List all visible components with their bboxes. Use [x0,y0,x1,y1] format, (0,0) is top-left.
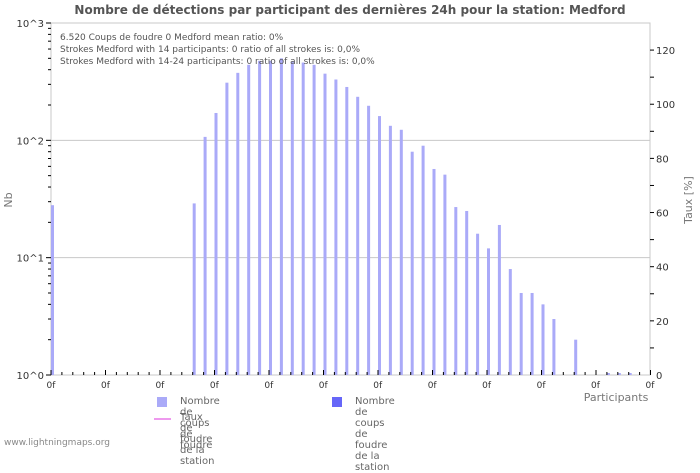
bar [334,79,338,376]
x-tick-label: 0f [264,381,274,391]
bar [356,96,360,375]
bar [367,105,371,376]
bar [312,64,316,375]
bar [51,205,54,375]
axes: 10^0 10^1 10^2 10^3 0 20 40 60 80 100 120 Nb Taux [%… [2,19,695,404]
bar [236,72,240,375]
x-tick-label: 0f [428,381,438,391]
bar [465,210,469,375]
bar [279,58,283,375]
y2-tick-label: 120 [656,46,675,57]
legend-label-rate: Taux de foudre de la station [180,412,215,467]
bars [51,58,632,376]
chart-canvas: 10^0 10^1 10^2 10^3 0 20 40 60 80 100 120 Nb Taux [%… [2,19,695,404]
bar [247,64,251,375]
x-tick-label: 0f [591,381,601,391]
info-line: 6.520 Coups de foudre 0 Medford mean rat… [60,33,284,43]
x-tick-label: 0f [155,381,165,391]
x-tick-label: 0f [373,381,383,391]
x-tick-label: 0f [319,381,329,391]
y-tick-label: 10^2 [17,136,44,147]
bar [497,224,501,375]
legend-swatch-rate [154,418,171,420]
x-axis-label: Participants [584,391,649,404]
y2-axis-label: Taux [%] [682,176,695,225]
bar [508,269,512,375]
legend-swatch-station [332,397,342,407]
y-tick-label: 10^1 [17,254,44,265]
bar [345,86,349,375]
bar [628,373,632,375]
footer-link[interactable]: www.lightningmaps.org [4,438,110,448]
x-tick-label: 0f [101,381,111,391]
grid-lines [50,22,651,376]
bar [432,168,436,375]
bar [454,207,458,375]
bar [258,60,262,375]
bar [476,233,480,375]
bar [388,125,392,375]
y2-tick-label: 100 [656,100,675,111]
legend-swatch-all [157,397,167,407]
bar [378,116,381,375]
y2-tick-label: 40 [656,263,669,274]
bar [541,304,545,375]
legend-label-station: Nombre de coups de foudre de la station [355,396,395,473]
bar [552,319,556,375]
bar [606,373,610,375]
y2-tick-label: 0 [656,371,662,382]
bar [269,60,272,375]
bar [214,112,218,376]
y2-tick-label: 60 [656,209,669,220]
x-tick-label: 0f [482,381,492,391]
bar [410,151,414,375]
y2-tick-label: 20 [656,317,669,328]
chart-title: Nombre de détections par participant des… [74,3,626,17]
x-tick-label: 0f [645,381,655,391]
bar [487,248,490,375]
bar [530,292,534,375]
info-line: Strokes Medford with 14-24 participants:… [60,57,375,67]
x-tick-label: 0f [47,381,57,391]
bar [225,82,229,375]
y2-tick-label: 80 [656,154,669,165]
bar [290,61,294,376]
x-tick-label: 0f [537,381,547,391]
bar [574,339,578,375]
bar [192,203,196,375]
info-text: 6.520 Coups de foudre 0 Medford mean rat… [60,33,375,67]
info-line: Strokes Medford with 14 participants: 0 … [60,45,360,55]
y-tick-label: 10^0 [17,371,44,382]
bar [301,62,305,375]
bar [443,174,447,375]
bar [617,373,621,375]
y-axis-label: Nb [2,192,15,207]
bar [323,73,327,375]
legend-label-all: Nombre de coups de foudre [180,396,220,451]
bar [399,129,403,375]
bar [421,145,425,375]
y-tick-label: 10^3 [17,19,44,30]
bar [203,136,207,375]
x-tick-label: 0f [210,381,220,391]
bar [519,292,523,375]
